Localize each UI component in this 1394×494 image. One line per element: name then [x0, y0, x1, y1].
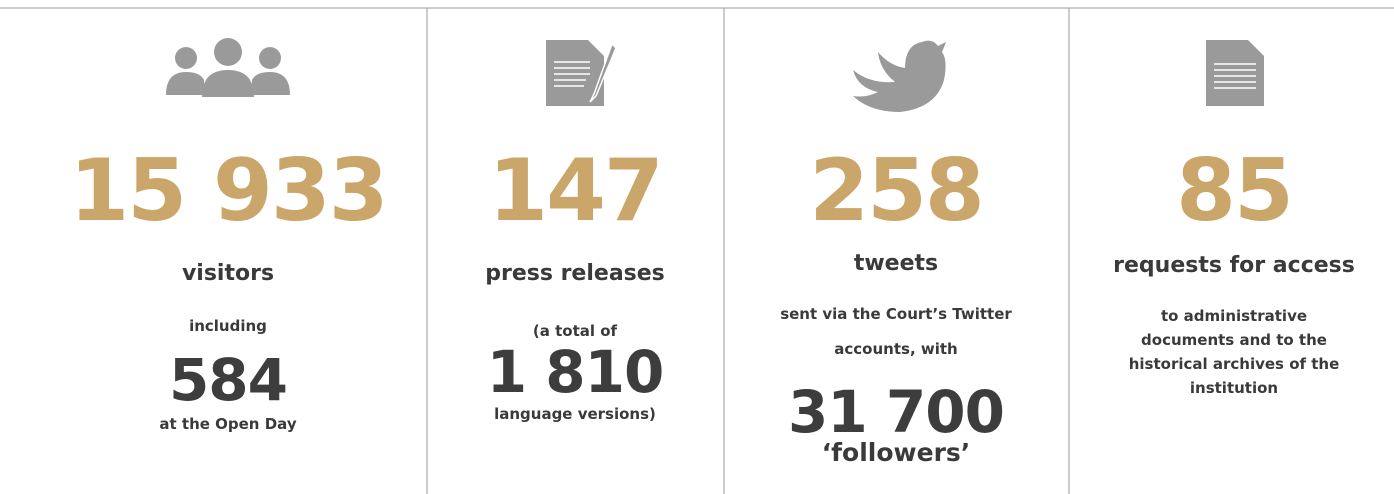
- detail: to administrative: [1161, 307, 1307, 325]
- detail: accounts, with: [834, 340, 957, 358]
- tweets-icon: [853, 40, 946, 112]
- label: requests for access: [1113, 253, 1355, 278]
- detail: at the Open Day: [159, 415, 296, 433]
- requests-icon: [1206, 40, 1264, 106]
- detail: ‘followers’: [822, 438, 971, 467]
- label: press releases: [485, 261, 665, 286]
- big-number: 85: [1176, 141, 1292, 241]
- detail: language versions): [494, 405, 656, 423]
- sub-number: 31 700: [788, 378, 1004, 446]
- label: tweets: [854, 251, 938, 276]
- detail: (a total of: [533, 322, 618, 340]
- press-icon: [546, 40, 617, 106]
- detail: including: [189, 317, 267, 335]
- sub-number: 584: [169, 346, 287, 414]
- detail: institution: [1190, 379, 1278, 397]
- visitors-icon: [166, 38, 290, 97]
- detail: historical archives of the: [1129, 355, 1340, 373]
- detail: sent via the Court’s Twitter: [780, 305, 1012, 323]
- sub-number: 1 810: [487, 338, 664, 406]
- detail: documents and to the: [1141, 331, 1327, 349]
- big-number: 258: [809, 141, 983, 241]
- big-number: 15 933: [69, 141, 386, 241]
- big-number: 147: [488, 141, 662, 241]
- label: visitors: [182, 261, 274, 286]
